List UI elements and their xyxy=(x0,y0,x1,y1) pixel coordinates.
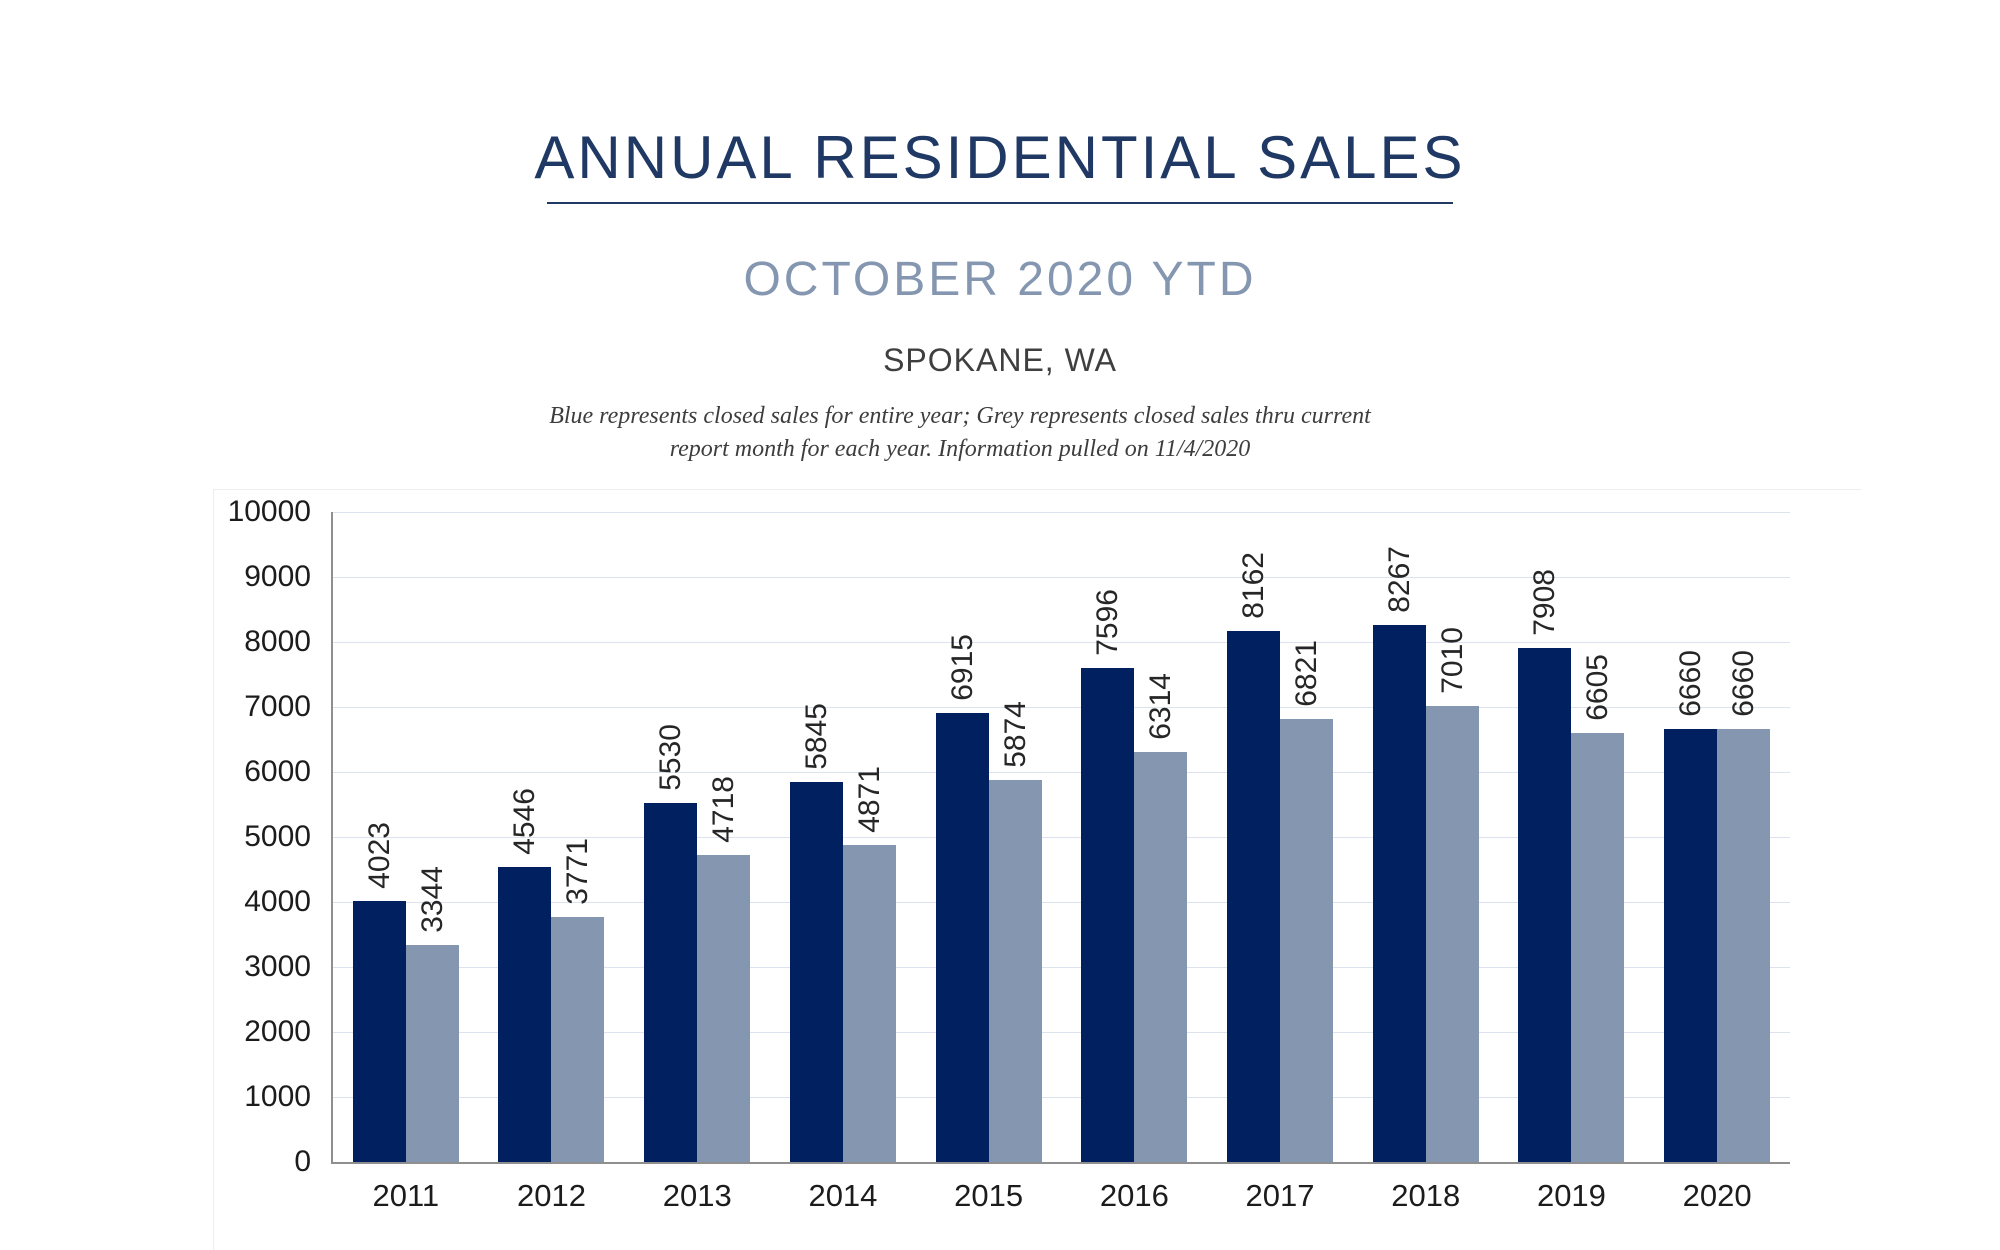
bar-value-label: 8162 xyxy=(1236,552,1270,620)
bar-grey-2012 xyxy=(551,916,605,1162)
bar-blue-2012 xyxy=(498,866,552,1162)
x-axis-category-label: 2012 xyxy=(517,1178,587,1213)
y-axis-tick-label: 7000 xyxy=(244,690,311,723)
bar-value-label: 7010 xyxy=(1435,627,1469,695)
bar-grey-2016 xyxy=(1134,751,1188,1162)
gridline-3000 xyxy=(333,966,1790,968)
x-axis-category-label: 2018 xyxy=(1391,1178,1461,1213)
bar-blue-2017 xyxy=(1226,631,1280,1162)
x-axis-category-label: 2015 xyxy=(954,1178,1024,1213)
bar-blue-2020 xyxy=(1664,729,1717,1162)
y-axis-tick-label: 4000 xyxy=(244,885,311,918)
chart-subtitle: OCTOBER 2020 YTD xyxy=(743,253,1257,306)
x-axis-category-label: 2011 xyxy=(372,1178,440,1213)
gridline-2000 xyxy=(333,1031,1790,1033)
gridline-4000 xyxy=(333,901,1790,903)
y-axis-tick-label: 1000 xyxy=(244,1080,311,1113)
bar-blue-2016 xyxy=(1081,668,1135,1162)
gridline-10000 xyxy=(333,511,1790,513)
bar-grey-2019 xyxy=(1571,732,1625,1162)
bar-grey-2020 xyxy=(1717,729,1770,1162)
y-axis-tick-label: 6000 xyxy=(244,755,311,788)
bar-value-label: 6660 xyxy=(1727,650,1760,717)
gridline-5000 xyxy=(333,836,1790,838)
bar-blue-2019 xyxy=(1518,647,1572,1162)
bar-blue-2011 xyxy=(352,900,406,1162)
y-axis-tick-label: 3000 xyxy=(244,950,311,983)
chart-frame xyxy=(213,489,1861,1250)
bar-value-label: 4871 xyxy=(852,766,886,834)
x-axis-category-label: 2017 xyxy=(1245,1178,1315,1213)
bar-value-label: 6821 xyxy=(1289,639,1323,707)
x-axis-category-label: 2019 xyxy=(1536,1178,1606,1213)
bar-blue-2014 xyxy=(789,782,843,1162)
bar-blue-2013 xyxy=(644,802,698,1162)
x-axis-category-label: 2020 xyxy=(1682,1178,1752,1213)
chart-note-line1: Blue represents closed sales for entire … xyxy=(549,403,1371,429)
bar-blue-2018 xyxy=(1372,624,1426,1162)
bar-grey-2014 xyxy=(842,845,896,1162)
title-underline xyxy=(547,202,1453,204)
gridline-1000 xyxy=(333,1096,1790,1098)
bar-value-label: 5530 xyxy=(654,723,688,791)
gridline-8000 xyxy=(333,641,1790,643)
bar-value-label: 8267 xyxy=(1382,545,1416,613)
bar-value-label: 6660 xyxy=(1674,650,1707,717)
bar-value-label: 3771 xyxy=(561,837,595,905)
bar-value-label: 4718 xyxy=(707,776,741,844)
bar-value-label: 6605 xyxy=(1581,653,1615,721)
y-axis-tick-label: 10000 xyxy=(227,495,311,528)
bar-value-label: 7908 xyxy=(1528,568,1562,636)
bar-grey-2013 xyxy=(697,855,751,1162)
bar-value-label: 4023 xyxy=(362,821,396,889)
y-axis-tick-label: 8000 xyxy=(244,625,311,658)
bar-value-label: 5845 xyxy=(799,703,833,770)
y-axis-tick-label: 9000 xyxy=(244,560,311,593)
page-title: ANNUAL RESIDENTIAL SALES xyxy=(534,124,1466,191)
gridline-6000 xyxy=(333,771,1790,773)
bar-value-label: 6915 xyxy=(945,633,979,701)
bar-value-label: 4546 xyxy=(508,787,542,855)
y-axis-line xyxy=(331,512,333,1164)
bar-value-label: 6314 xyxy=(1144,672,1178,740)
bar-value-label: 5874 xyxy=(998,701,1032,768)
gridline-9000 xyxy=(333,576,1790,578)
x-axis-category-label: 2013 xyxy=(662,1178,732,1213)
chart-note-line2: report month for each year. Information … xyxy=(669,436,1251,462)
x-axis-line xyxy=(331,1162,1790,1164)
bar-blue-2015 xyxy=(935,712,989,1162)
bar-value-label: 7596 xyxy=(1091,589,1125,656)
bar-value-label: 3344 xyxy=(415,865,449,933)
y-axis-tick-label: 0 xyxy=(294,1145,311,1178)
bar-grey-2017 xyxy=(1279,718,1333,1162)
y-axis-tick-label: 5000 xyxy=(244,820,311,853)
x-axis-category-label: 2014 xyxy=(808,1178,878,1213)
gridline-7000 xyxy=(333,706,1790,708)
chart-location: SPOKANE, WA xyxy=(883,342,1117,378)
x-axis-category-label: 2016 xyxy=(1099,1178,1169,1213)
bar-grey-2015 xyxy=(988,780,1042,1162)
y-axis-tick-label: 2000 xyxy=(244,1015,311,1048)
bar-grey-2018 xyxy=(1425,706,1479,1162)
bar-grey-2011 xyxy=(405,944,459,1162)
